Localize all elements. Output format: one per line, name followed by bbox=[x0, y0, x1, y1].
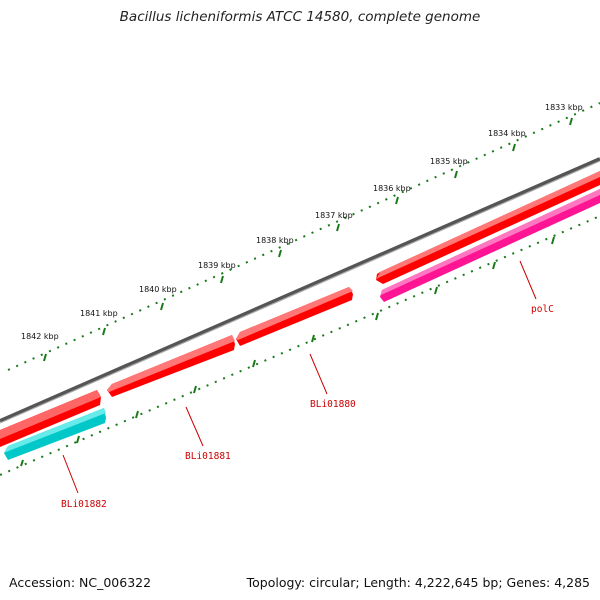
tick-1841 bbox=[103, 328, 105, 335]
genome-summary-text: Topology: circular; Length: 4,222,645 bp… bbox=[247, 575, 590, 590]
inner-tick-6 bbox=[312, 335, 314, 342]
inner-scale-dots bbox=[0, 216, 600, 475]
gene-label-BLi01882[interactable]: BLi01882 bbox=[61, 499, 107, 510]
gene-BLi01881-highlight bbox=[107, 335, 235, 392]
scale-label-1842: 1842 kbp bbox=[21, 332, 59, 341]
scale-label-1838: 1838 kbp bbox=[256, 236, 294, 245]
inner-tick-4 bbox=[194, 386, 196, 393]
gene-label-BLi01880[interactable]: BLi01880 bbox=[310, 399, 356, 410]
gene-labels: BLi01882 BLi01881 BLi01880 polC bbox=[61, 304, 554, 510]
inner-tick-9 bbox=[493, 262, 495, 269]
inner-tick-5 bbox=[253, 360, 255, 367]
inner-tick-7 bbox=[376, 313, 378, 320]
scale-label-1840: 1840 kbp bbox=[139, 285, 177, 294]
tick-1833 bbox=[570, 118, 572, 125]
inner-tick-3 bbox=[136, 411, 138, 418]
backbone-line bbox=[0, 159, 600, 421]
gene-label-BLi01881[interactable]: BLi01881 bbox=[185, 451, 231, 462]
inner-scale-ring bbox=[0, 216, 600, 475]
accession-text: Accession: NC_006322 bbox=[9, 575, 151, 590]
tick-1839 bbox=[221, 276, 223, 283]
scale-label-1836: 1836 kbp bbox=[373, 184, 411, 193]
scale-label-1833: 1833 kbp bbox=[545, 103, 583, 112]
scale-label-1839: 1839 kbp bbox=[198, 261, 236, 270]
scale-label-1841: 1841 kbp bbox=[80, 309, 118, 318]
tick-1840 bbox=[161, 303, 163, 310]
tick-1838 bbox=[279, 250, 281, 257]
tick-1837 bbox=[337, 224, 339, 231]
scale-label-1834: 1834 kbp bbox=[488, 129, 526, 138]
genome-backbone bbox=[0, 159, 600, 423]
scale-label-1837: 1837 kbp bbox=[315, 211, 353, 220]
leader-BLi01882 bbox=[63, 455, 78, 493]
leader-polC bbox=[520, 261, 536, 299]
inner-tick-2 bbox=[77, 436, 79, 443]
tick-1835 bbox=[455, 171, 457, 178]
backbone-highlight bbox=[0, 161, 600, 423]
tick-1836 bbox=[396, 197, 398, 204]
gene-label-polC[interactable]: polC bbox=[531, 304, 554, 315]
tick-1842 bbox=[44, 354, 46, 361]
tick-1834 bbox=[513, 144, 515, 151]
gene-BLi01880[interactable] bbox=[236, 287, 353, 346]
inner-tick-1 bbox=[21, 460, 23, 466]
leader-BLi01881 bbox=[186, 407, 203, 446]
scale-label-1835: 1835 kbp bbox=[430, 157, 468, 166]
inner-tick-8 bbox=[435, 287, 437, 294]
inner-tick-10 bbox=[552, 237, 554, 244]
reverse-strand-genes bbox=[4, 189, 600, 460]
leader-BLi01880 bbox=[310, 354, 327, 394]
